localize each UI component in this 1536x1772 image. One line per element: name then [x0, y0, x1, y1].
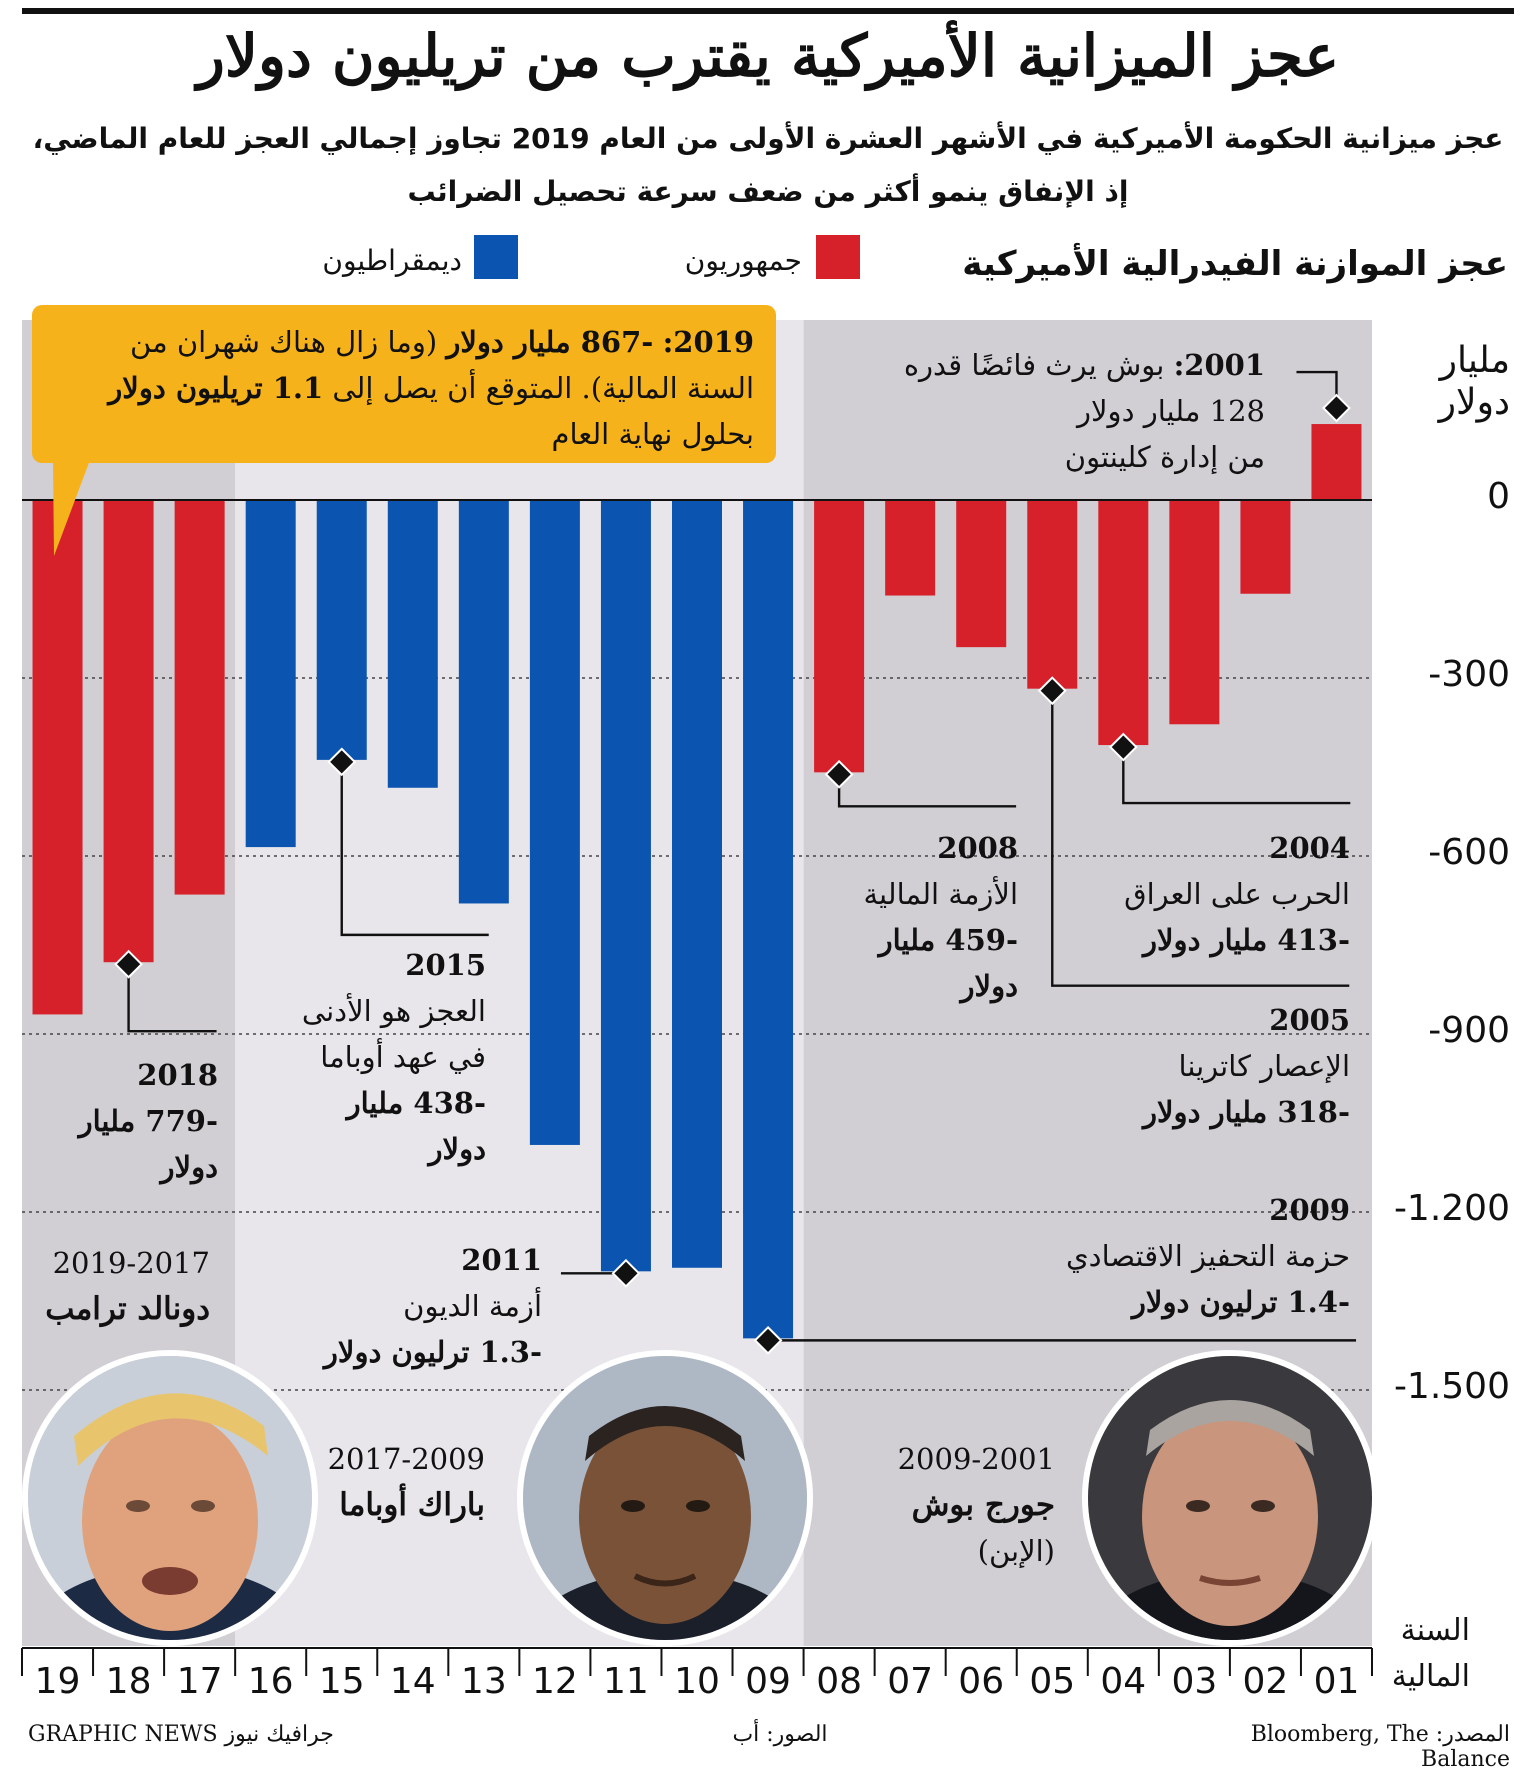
bar-03 [1169, 500, 1220, 725]
y-tick-label-5: -1.500 [1393, 1366, 1510, 1407]
bar-18 [103, 500, 154, 963]
bar-05 [1027, 500, 1078, 689]
y-tick-label-0: 0 [1487, 476, 1510, 517]
annotation-2015: 2015 العجز هو الأدنى في عهد أوباما -438 … [301, 948, 486, 1166]
x-tick-label-16: 16 [248, 1661, 294, 1702]
president-bush-label: 2009-2001 جورج بوش (الإبن) [897, 1442, 1055, 1568]
x-tick-label-11: 11 [603, 1661, 649, 1702]
bar-15 [316, 500, 367, 760]
president-obama-label: 2017-2009 باراك أوباما [327, 1442, 485, 1523]
callout-line-2a: السنة المالية). المتوقع أن يصل إلى [332, 371, 754, 405]
x-unit-line-2: المالية [1391, 1659, 1470, 1694]
x-axis-unit: السنة المالية [1380, 1608, 1470, 1700]
x-tick-label-02: 02 [1243, 1661, 1289, 1702]
annotation-2004: 2004 الحرب على العراق -413 مليار دولار [1124, 831, 1350, 957]
callout-line-2b: 1.1 تريليون دولار [108, 371, 324, 405]
callout-pointer [53, 460, 90, 556]
x-tick-label-10: 10 [674, 1661, 720, 1702]
callout-2019: 2019: -867 مليار دولار (وما زال هناك شهر… [32, 305, 776, 463]
x-tick-label-15: 15 [319, 1661, 365, 1702]
y-tick-label-2: -600 [1428, 832, 1510, 873]
marker-2005 [1037, 676, 1067, 706]
footer-photos: الصور: أب [732, 1722, 828, 1747]
callout-value: -867 مليار دولار [446, 325, 654, 359]
y-tick-label-1: -300 [1428, 654, 1510, 695]
bar-01 [1311, 424, 1362, 500]
annotation-2018: 2018 -779 مليار دولار [78, 1058, 218, 1184]
x-tick-label-07: 07 [887, 1661, 933, 1702]
bar-07 [885, 500, 936, 596]
bar-02 [1240, 500, 1291, 594]
x-tick-label-04: 04 [1100, 1661, 1146, 1702]
subtitle-line-1: عجز ميزانية الحكومة الأميركية في الأشهر … [32, 122, 1504, 155]
bar-14 [387, 500, 438, 788]
x-tick-label-14: 14 [390, 1661, 436, 1702]
annotation-2008: 2008 الأزمة المالية -459 مليار دولار [863, 831, 1018, 1003]
leader-2018 [127, 964, 217, 1033]
callout-line-3: بحلول نهاية العام [551, 417, 754, 451]
x-tick-label-19: 19 [35, 1661, 81, 1702]
x-tick-label-03: 03 [1171, 1661, 1217, 1702]
president-trump-label: 2019-2017 دونالد ترامب [45, 1246, 210, 1327]
x-tick-label-18: 18 [106, 1661, 152, 1702]
bar-13 [458, 500, 509, 904]
callout-line-1: (وما زال هناك شهران من [130, 325, 438, 359]
trump-portrait [22, 1350, 318, 1646]
x-tick-label-05: 05 [1029, 1661, 1075, 1702]
leader-2015 [340, 761, 489, 937]
x-tick-label-12: 12 [532, 1661, 578, 1702]
bar-06 [956, 500, 1007, 648]
marker-2004 [1108, 732, 1138, 762]
marker-2015 [327, 747, 357, 777]
y-tick-label-4: -1.200 [1393, 1188, 1510, 1229]
legend-label-democrat: ديمقراطيون [322, 244, 462, 277]
bar-16 [245, 500, 296, 848]
bar-09 [743, 500, 794, 1339]
x-tick-label-01: 01 [1314, 1661, 1360, 1702]
x-tick-label-17: 17 [177, 1661, 223, 1702]
bar-04 [1098, 500, 1149, 746]
legend-swatch-democrat [474, 235, 518, 279]
x-tick-label-08: 08 [816, 1661, 862, 1702]
obama-portrait [517, 1350, 813, 1646]
footer-credit: GRAPHIC NEWS جرافيك نيوز [28, 1722, 334, 1747]
x-unit-line-1: السنة [1400, 1613, 1470, 1648]
leader-2004 [1122, 747, 1351, 805]
x-tick-label-09: 09 [745, 1661, 791, 1702]
leader-2005 [1051, 690, 1350, 987]
bar-11 [600, 500, 651, 1272]
annotation-2009: 2009 حزمة التحفيز الاقتصادي -1.4 ترليون … [1065, 1193, 1350, 1319]
bush-portrait [1082, 1350, 1378, 1646]
x-tick-label-06: 06 [958, 1661, 1004, 1702]
y-unit-line-2: دولار [1438, 382, 1510, 423]
callout-year: 2019: [662, 325, 754, 359]
legend-label-republican: جمهوريون [684, 244, 802, 277]
marker-2011 [611, 1258, 641, 1288]
marker-2009 [753, 1325, 783, 1355]
annotation-2005: 2005 الإعصار كاترينا -318 مليار دولار [1143, 1003, 1350, 1129]
bar-19 [32, 500, 83, 1015]
marker-2018 [114, 949, 143, 979]
annotation-2011: 2011 أزمة الديون -1.3 ترليون دولار [323, 1243, 542, 1369]
subtitle-line-2: إذ الإنفاق ينمو أكثر من ضعف سرعة تحصيل ا… [407, 175, 1129, 208]
y-axis-unit: مليار دولار [1420, 340, 1510, 424]
bar-17 [174, 500, 225, 895]
y-unit-line-1: مليار [1439, 340, 1510, 381]
legend-swatch-republican [816, 235, 860, 279]
annotation-2001: 2001: بوش يرث فائضًا قدره 128 مليار دولا… [903, 348, 1265, 474]
chart-heading: عجز الموازنة الفيدرالية الأميركية [962, 244, 1508, 284]
x-tick-label-13: 13 [461, 1661, 507, 1702]
bar-10 [672, 500, 722, 1268]
top-rule [22, 8, 1514, 14]
bar-08 [814, 500, 865, 773]
y-tick-label-3: -900 [1428, 1010, 1510, 1051]
marker-2008 [824, 759, 854, 789]
page-title: عجز الميزانية الأميركية يقترب من تريليون… [196, 22, 1340, 90]
marker-2001 [1322, 393, 1351, 423]
bar-12 [529, 500, 580, 1145]
